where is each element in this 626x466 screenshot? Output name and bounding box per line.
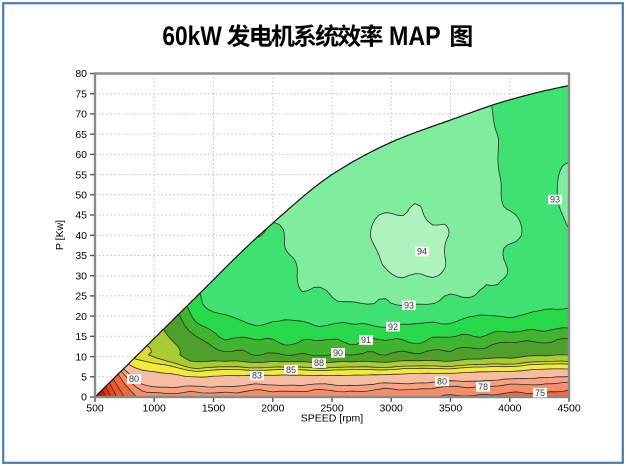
svg-text:15: 15 <box>75 331 87 343</box>
svg-text:35: 35 <box>75 250 87 262</box>
svg-text:93: 93 <box>404 300 414 310</box>
svg-text:78: 78 <box>478 382 488 392</box>
svg-text:60: 60 <box>75 149 87 161</box>
svg-text:92: 92 <box>388 322 398 332</box>
svg-text:93: 93 <box>550 195 560 205</box>
svg-text:MAP: MAP <box>389 22 441 51</box>
svg-text:55: 55 <box>75 169 87 181</box>
svg-text:88: 88 <box>314 358 324 368</box>
svg-text:4500: 4500 <box>557 403 581 415</box>
svg-text:50: 50 <box>75 190 87 202</box>
svg-text:85: 85 <box>286 365 296 375</box>
svg-text:3500: 3500 <box>439 403 463 415</box>
svg-text:65: 65 <box>75 129 87 141</box>
svg-text:90: 90 <box>333 348 343 358</box>
svg-text:0: 0 <box>81 392 87 404</box>
svg-text:40: 40 <box>75 230 87 242</box>
svg-text:500: 500 <box>86 403 104 415</box>
svg-text:2000: 2000 <box>261 403 285 415</box>
svg-text:94: 94 <box>417 247 427 257</box>
svg-text:5: 5 <box>81 372 87 384</box>
svg-text:70: 70 <box>75 109 87 121</box>
svg-text:4000: 4000 <box>498 403 522 415</box>
svg-text:45: 45 <box>75 210 87 222</box>
svg-text:2500: 2500 <box>320 403 344 415</box>
svg-text:SPEED [rpm]: SPEED [rpm] <box>301 413 364 425</box>
svg-text:30: 30 <box>75 270 87 282</box>
svg-text:80: 80 <box>75 68 87 80</box>
svg-text:80: 80 <box>437 377 447 387</box>
svg-text:60kW: 60kW <box>162 22 222 51</box>
svg-text:1000: 1000 <box>143 403 167 415</box>
svg-text:1500: 1500 <box>202 403 226 415</box>
svg-text:83: 83 <box>252 371 262 381</box>
svg-text:3000: 3000 <box>380 403 404 415</box>
svg-text:25: 25 <box>75 291 87 303</box>
svg-text:80: 80 <box>129 374 139 384</box>
svg-text:10: 10 <box>75 351 87 363</box>
svg-text:20: 20 <box>75 311 87 323</box>
svg-text:75: 75 <box>75 88 87 100</box>
svg-text:91: 91 <box>361 335 371 345</box>
svg-text:P [Kw]: P [Kw] <box>54 220 66 250</box>
svg-text:75: 75 <box>535 388 545 398</box>
